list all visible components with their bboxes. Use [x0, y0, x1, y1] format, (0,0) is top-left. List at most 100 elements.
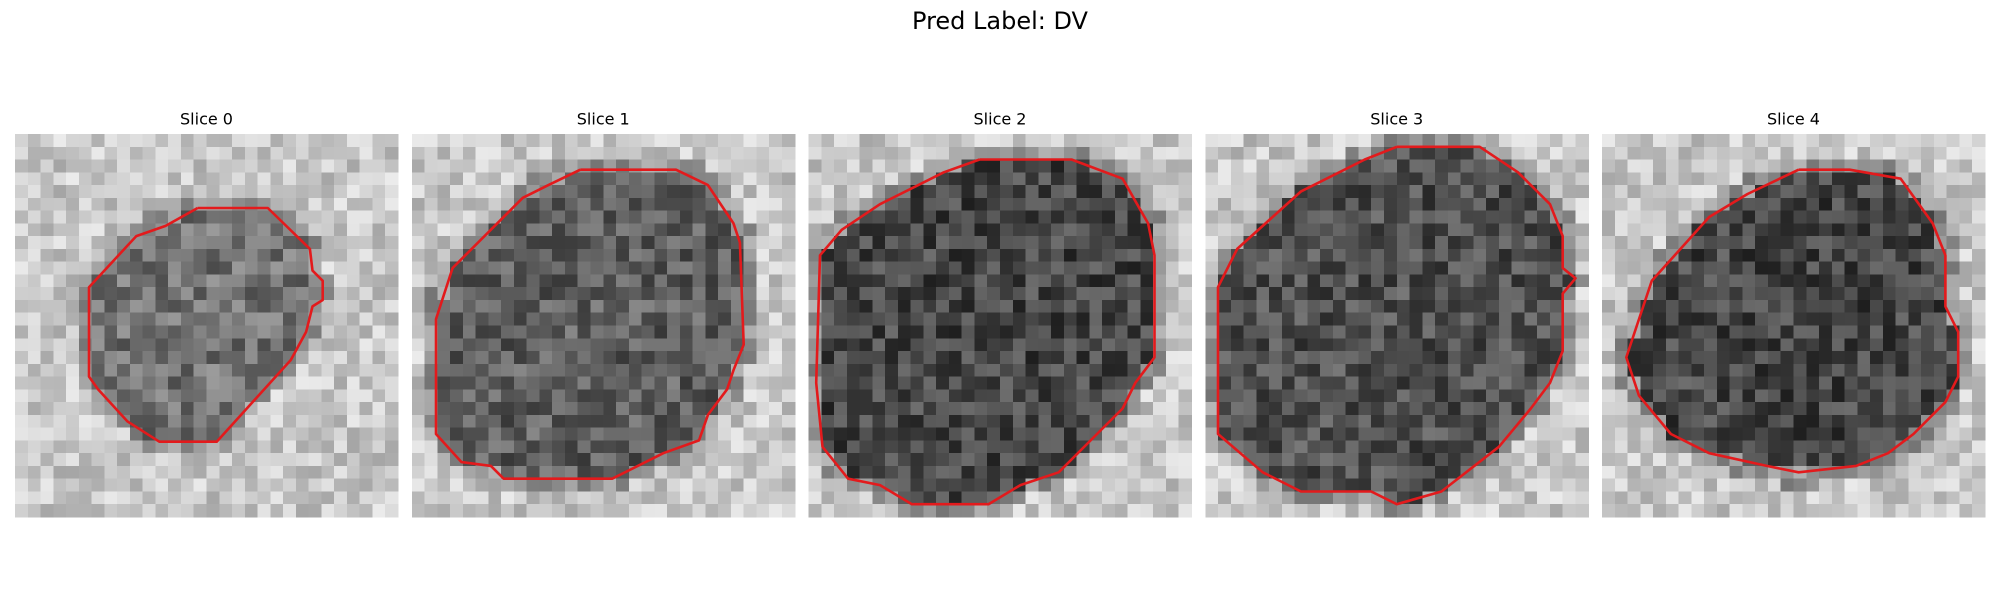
pixel — [1473, 325, 1487, 339]
pixel — [1447, 223, 1462, 237]
pixel — [577, 363, 592, 378]
pixel — [897, 299, 912, 314]
pixel — [1000, 185, 1014, 199]
pixel — [1269, 427, 1283, 441]
pixel — [15, 197, 29, 212]
pixel — [705, 159, 719, 173]
pixel — [1640, 236, 1654, 250]
pixel — [346, 338, 361, 352]
pixel — [1140, 312, 1154, 327]
pixel — [1294, 274, 1308, 288]
pixel — [769, 287, 783, 301]
pixel — [155, 185, 169, 199]
pixel — [1806, 414, 1820, 429]
pixel — [1269, 172, 1283, 186]
pixel — [628, 146, 643, 161]
pixel — [1269, 389, 1283, 403]
pixel — [1063, 504, 1078, 518]
pixel — [1882, 236, 1897, 250]
pixel — [1140, 159, 1154, 173]
pixel — [859, 376, 873, 390]
pixel — [1537, 210, 1551, 224]
pixel — [1691, 287, 1705, 301]
pixel — [1602, 351, 1616, 365]
pixel — [283, 504, 297, 518]
pixel — [1640, 210, 1654, 224]
pixel — [1602, 287, 1616, 301]
pixel — [1320, 376, 1334, 390]
pixel — [1409, 338, 1423, 352]
pixel — [1178, 414, 1193, 429]
pixel — [91, 223, 105, 237]
pixel — [679, 363, 694, 378]
pixel — [692, 338, 706, 352]
pixel — [1486, 172, 1500, 186]
pixel — [910, 172, 924, 186]
pixel — [1959, 197, 1973, 212]
pixel — [1602, 325, 1616, 339]
pixel — [1857, 440, 1871, 454]
pixel — [872, 402, 886, 416]
pixel — [846, 236, 861, 250]
pixel — [437, 338, 451, 352]
pixel — [1051, 159, 1065, 173]
pixel — [40, 351, 54, 365]
pixel — [1473, 351, 1487, 365]
pixel — [1435, 389, 1449, 403]
pixel — [308, 197, 322, 212]
pixel — [1089, 248, 1103, 263]
pixel — [295, 491, 310, 505]
pixel — [1320, 491, 1334, 505]
pixel — [1729, 287, 1744, 301]
pixel — [603, 248, 617, 263]
pixel — [359, 427, 374, 441]
pixel — [1537, 491, 1551, 505]
pixel — [667, 389, 681, 403]
pixel — [641, 414, 655, 429]
pixel — [1704, 248, 1718, 263]
pixel — [475, 363, 489, 378]
pixel — [910, 261, 924, 276]
pixel — [1218, 197, 1232, 212]
pixel — [1614, 248, 1629, 263]
pixel — [91, 325, 105, 339]
pixel — [27, 414, 42, 429]
pixel — [193, 389, 208, 403]
pixel — [155, 274, 169, 288]
pixel — [846, 427, 861, 441]
pixel — [821, 134, 835, 148]
pixel — [450, 185, 464, 199]
pixel — [1678, 338, 1692, 352]
pixel — [1780, 261, 1795, 276]
pixel — [437, 478, 451, 493]
pixel — [104, 453, 118, 467]
pixel — [756, 376, 770, 390]
pixel — [1678, 159, 1692, 173]
pixel — [1371, 363, 1385, 378]
pixel — [1498, 312, 1513, 327]
pixel — [769, 299, 783, 314]
pixel — [923, 146, 937, 161]
pixel — [1819, 210, 1833, 224]
pixel — [219, 338, 233, 352]
pixel — [1243, 223, 1257, 237]
pixel — [808, 236, 822, 250]
pixel — [1665, 453, 1680, 467]
pixel — [948, 402, 963, 416]
pixel — [1524, 351, 1538, 365]
pixel — [462, 185, 477, 199]
pixel — [1320, 210, 1334, 224]
pixel — [1767, 363, 1782, 378]
pixel — [1831, 312, 1846, 327]
pixel — [1653, 197, 1667, 212]
pixel — [334, 376, 348, 390]
pixel — [1882, 453, 1897, 467]
pixel — [564, 159, 579, 173]
pixel — [1025, 504, 1039, 518]
pixel — [1729, 491, 1744, 505]
pixel — [334, 478, 348, 493]
pixel — [641, 248, 655, 263]
pixel — [1742, 274, 1756, 288]
pixel — [885, 261, 899, 276]
pixel — [641, 338, 655, 352]
